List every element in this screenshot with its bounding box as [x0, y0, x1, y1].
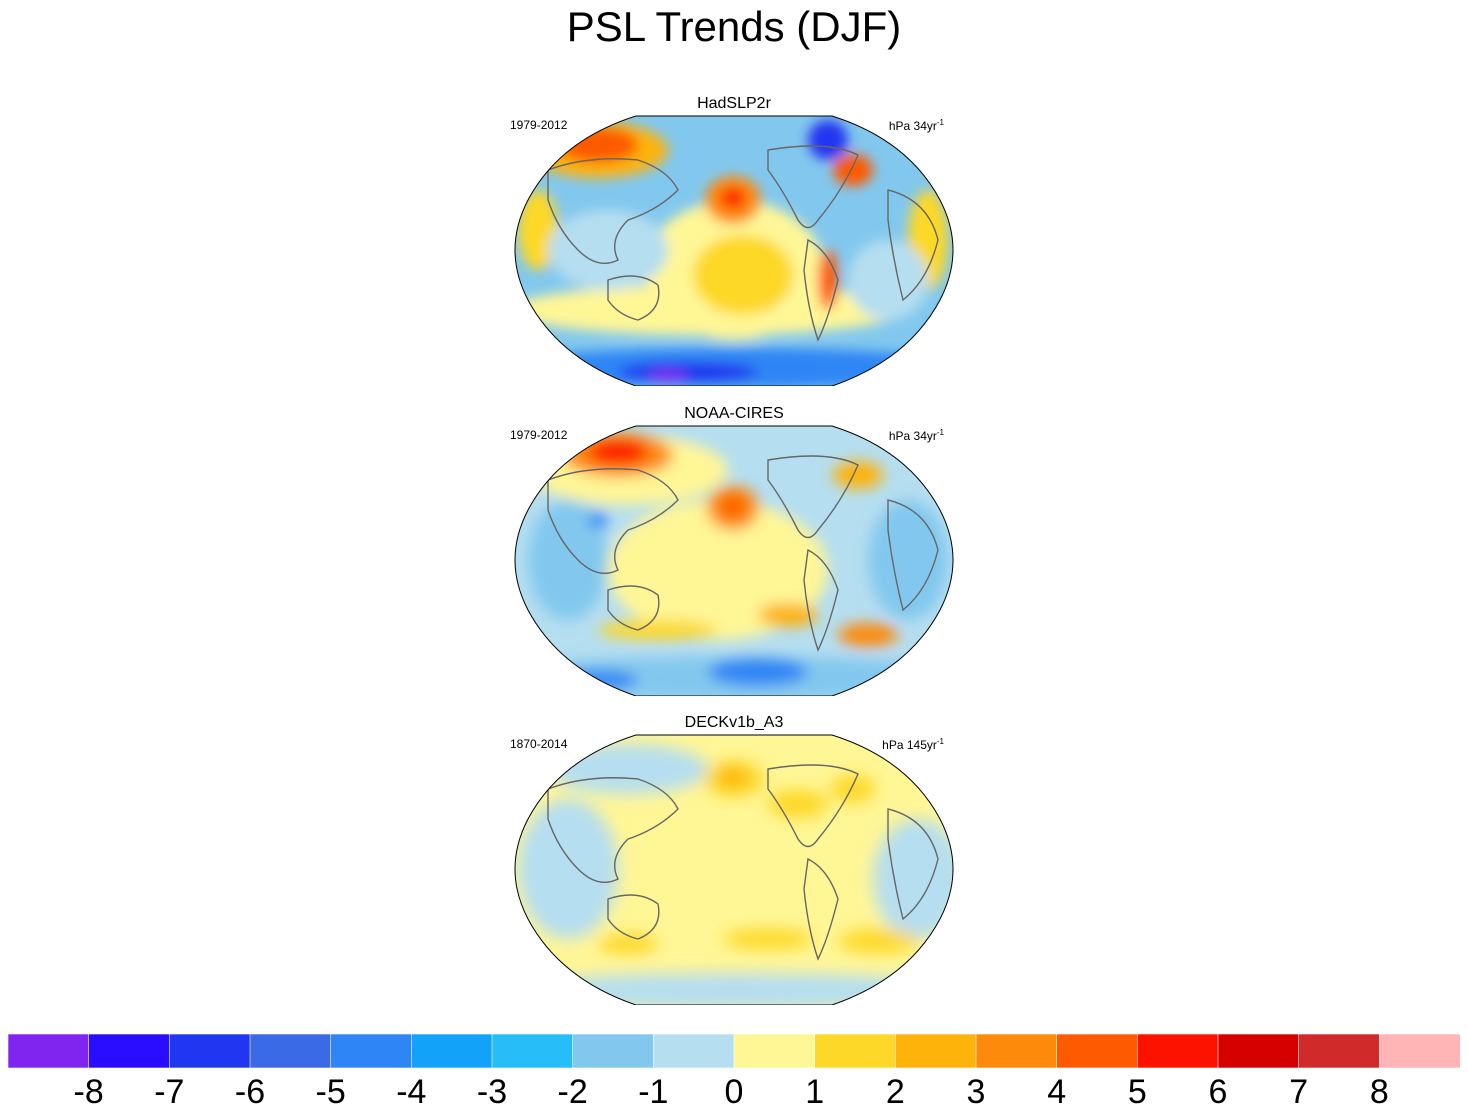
- panel-title: NOAA-CIRES: [684, 405, 784, 422]
- colorbar-swatch: [88, 1034, 171, 1068]
- colorbar-tick-label: 6: [1208, 1073, 1228, 1111]
- panel-period: 1870-2014: [510, 737, 568, 751]
- map-panel-deckv1b-a3: DECKv1b_A3 1870-2014 hPa 145yr-1: [508, 713, 960, 1005]
- colorbar-swatch: [653, 1034, 735, 1068]
- figure-title: PSL Trends (DJF): [566, 3, 902, 50]
- colorbar-tick-label: 3: [966, 1073, 986, 1111]
- colorbar-tick-label: 8: [1369, 1073, 1389, 1111]
- colorbar-tick-label: -1: [638, 1073, 669, 1111]
- panel-units: hPa 145yr-1: [882, 737, 944, 752]
- colorbar-swatch: [814, 1034, 897, 1068]
- trend-map-deckv1b-a3: [514, 734, 954, 1005]
- panel-title: DECKv1b_A3: [684, 714, 784, 731]
- colorbar-swatch: [330, 1034, 413, 1068]
- colorbar-labels: -8 -7 -6 -5 -4 -3 -2 -1 0 1 2 3 4 5 6 7 8: [0, 1072, 1468, 1112]
- colorbar-swatch: [169, 1034, 251, 1068]
- colorbar-swatch: [411, 1034, 493, 1068]
- colorbar-swatch: [1056, 1034, 1139, 1068]
- colorbar-tick-label: -3: [476, 1073, 508, 1111]
- panel-title: HadSLP2r: [697, 95, 771, 112]
- colorbar-swatch: [1137, 1034, 1219, 1068]
- colorbar-swatch: [249, 1034, 332, 1068]
- colorbar-tick-label: 2: [885, 1073, 905, 1111]
- colorbar-swatch: [895, 1034, 977, 1068]
- colorbar-swatch: [491, 1034, 574, 1068]
- colorbar-swatch: [572, 1034, 655, 1068]
- colorbar-tick-label: -6: [234, 1073, 266, 1111]
- colorbar-tick-label: 0: [724, 1073, 744, 1111]
- colorbar-swatch: [733, 1034, 816, 1068]
- colorbar-tick-label: 4: [1047, 1073, 1067, 1111]
- trend-map-noaa-cires: [514, 425, 954, 696]
- colorbar-swatch: [1379, 1034, 1460, 1068]
- map-panel-noaa-cires: NOAA-CIRES 1979-2012 hPa 34yr-1: [508, 404, 960, 696]
- colorbar-tick-label: -2: [557, 1073, 588, 1111]
- colorbar-swatch: [1217, 1034, 1300, 1068]
- panel-units: hPa 34yr-1: [888, 118, 944, 133]
- panel-period: 1979-2012: [510, 118, 568, 132]
- colorbar-tick-label: 1: [805, 1073, 825, 1111]
- panel-units: hPa 34yr-1: [888, 428, 944, 443]
- colorbar-tick-label: -7: [154, 1073, 185, 1111]
- colorbar-tick-label: -8: [73, 1073, 104, 1111]
- colorbar: [8, 1034, 1460, 1068]
- colorbar-tick-label: -5: [315, 1073, 346, 1111]
- colorbar-tick-label: -4: [396, 1073, 427, 1111]
- map-panel-hadslp2r: HadSLP2r 1979-2012 hPa 34yr-1: [508, 94, 960, 386]
- panel-period: 1979-2012: [510, 428, 568, 442]
- colorbar-tick-label: 7: [1289, 1073, 1309, 1111]
- colorbar-swatch: [1298, 1034, 1381, 1068]
- colorbar-swatch: [8, 1034, 90, 1068]
- trend-map-hadslp2r: [514, 115, 954, 386]
- colorbar-tick-label: 5: [1127, 1073, 1147, 1111]
- colorbar-swatch: [975, 1034, 1058, 1068]
